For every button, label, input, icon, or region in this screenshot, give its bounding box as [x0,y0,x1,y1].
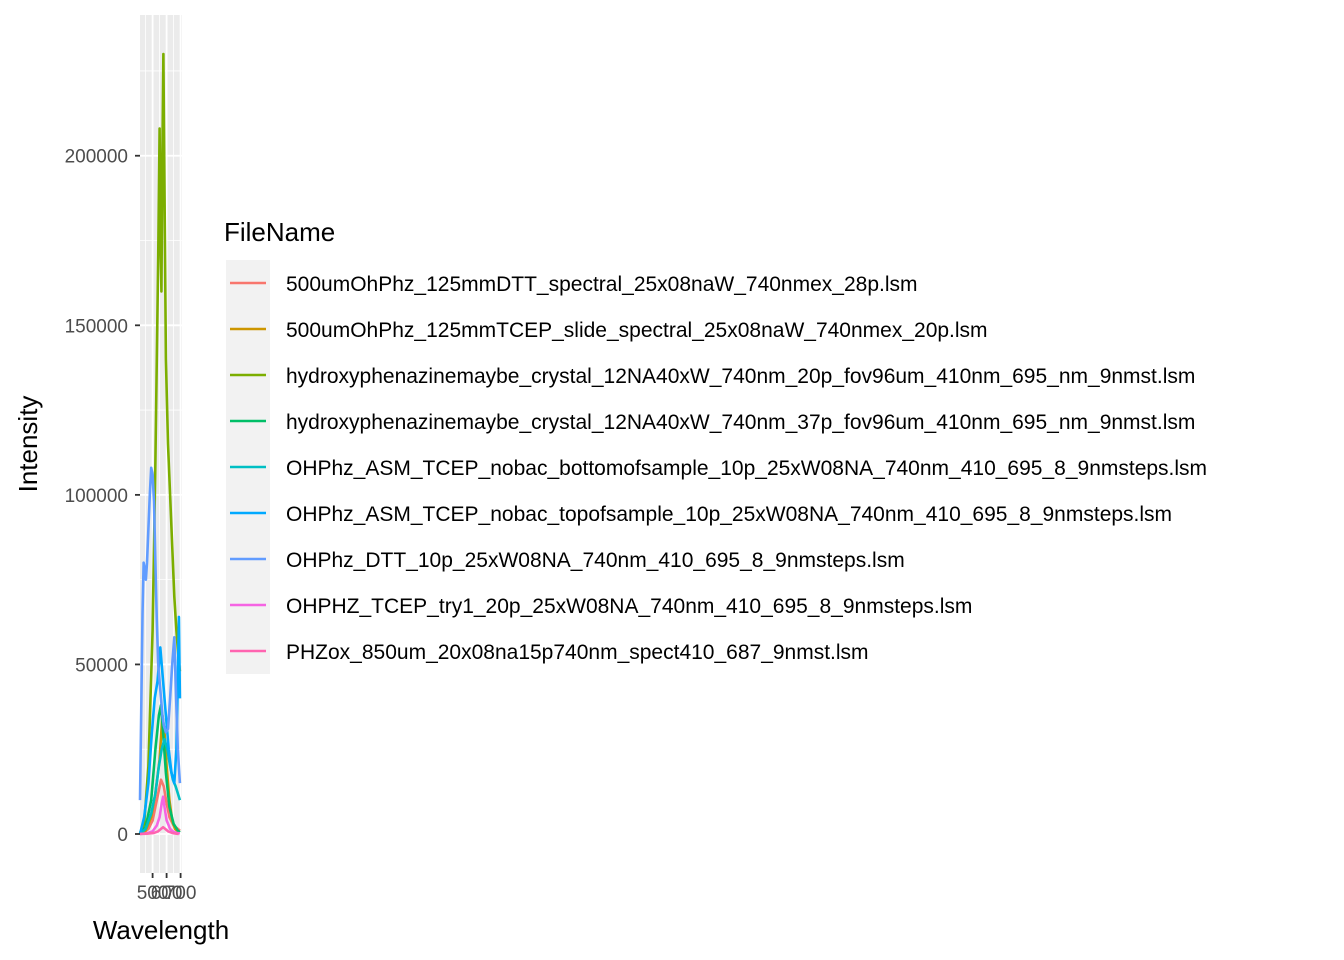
legend: FileName 500umOhPhz_125mmDTT_spectral_25… [224,217,1207,674]
legend-label-7: OHPhz_DTT_10p_25xW08NA_740nm_410_695_8_9… [286,549,905,572]
y-tick-label: 50000 [75,655,128,676]
y-axis: 0 50000 100000 150000 200000 [65,147,140,846]
x-tick-label: 700 [165,883,197,904]
legend-label-4: hydroxyphenazinemaybe_crystal_12NA40xW_7… [286,411,1195,434]
legend-label-9: PHZox_850um_20x08na15p740nm_spect410_687… [286,641,869,664]
legend-title: FileName [224,217,335,247]
legend-label-1: 500umOhPhz_125mmDTT_spectral_25x08naW_74… [286,273,918,296]
y-tick-label: 150000 [65,316,128,337]
legend-label-8: OHPHZ_TCEP_try1_20p_25xW08NA_740nm_410_6… [286,595,972,618]
legend-items: 500umOhPhz_125mmDTT_spectral_25x08naW_74… [230,273,1207,664]
y-tick-label: 200000 [65,147,128,168]
legend-label-6: OHPhz_ASM_TCEP_nobac_topofsample_10p_25x… [286,503,1172,526]
y-tick-label: 0 [117,825,128,846]
legend-label-5: OHPhz_ASM_TCEP_nobac_bottomofsample_10p_… [286,457,1207,480]
legend-label-2: 500umOhPhz_125mmTCEP_slide_spectral_25x0… [286,319,988,342]
y-axis-title: Intensity [13,396,43,493]
y-tick-label: 100000 [65,486,128,507]
x-axis-title: Wavelength [93,915,229,945]
legend-label-3: hydroxyphenazinemaybe_crystal_12NA40xW_7… [286,365,1195,388]
